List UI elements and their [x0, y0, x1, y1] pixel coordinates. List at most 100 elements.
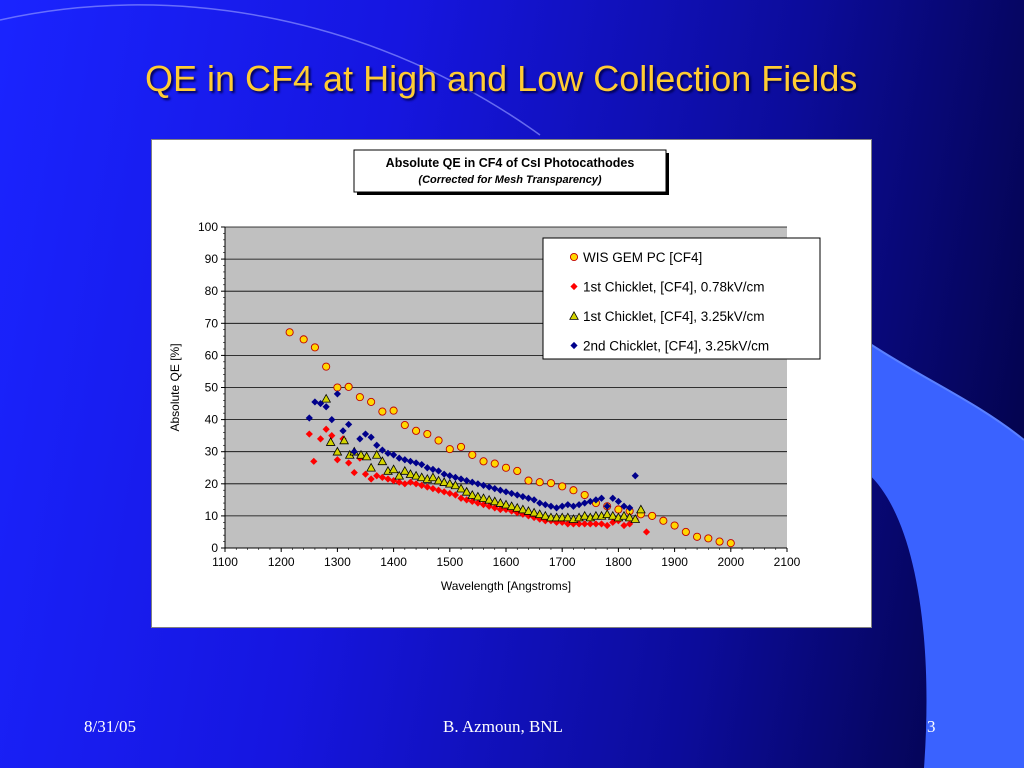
- data-point: [412, 459, 420, 467]
- slide-title: QE in CF4 at High and Low Collection Fie…: [145, 58, 858, 99]
- legend-marker: [570, 282, 578, 291]
- data-point: [513, 466, 522, 476]
- x-tick-label: 1800: [605, 555, 632, 569]
- data-point: [378, 407, 387, 416]
- series-3: [321, 393, 646, 523]
- data-point: [367, 475, 375, 483]
- legend: [542, 237, 821, 360]
- data-point: [624, 512, 635, 522]
- data-point: [569, 520, 578, 528]
- data-point: [305, 414, 313, 422]
- data-point: [406, 457, 415, 465]
- data-point: [648, 511, 657, 520]
- data-point: [609, 518, 617, 526]
- data-point: [517, 504, 528, 514]
- x-tick-label: 1200: [268, 555, 295, 569]
- data-point: [541, 517, 549, 525]
- data-point: [428, 472, 438, 482]
- data-point: [463, 476, 471, 485]
- data-point: [361, 451, 372, 461]
- data-point: [642, 528, 651, 536]
- y-tick-label: 60: [205, 348, 219, 362]
- data-point: [461, 486, 472, 496]
- footer-date: 8/31/05: [84, 717, 136, 736]
- data-point: [429, 485, 437, 493]
- series-1: [285, 328, 735, 548]
- data-point: [681, 527, 690, 537]
- data-point: [401, 456, 409, 464]
- data-point: [418, 481, 426, 490]
- data-point: [456, 483, 466, 493]
- footer-author: B. Azmoun, BNL: [443, 717, 563, 736]
- data-point: [693, 532, 702, 541]
- decorative-swoosh-line: [0, 4, 541, 136]
- x-tick-label: 1400: [380, 555, 407, 569]
- data-point: [580, 490, 589, 500]
- x-tick-label: 1700: [549, 555, 576, 569]
- data-point: [423, 464, 431, 472]
- data-point: [377, 456, 388, 466]
- data-point: [512, 502, 523, 512]
- data-point: [350, 468, 358, 477]
- data-point: [439, 477, 450, 486]
- data-point: [356, 449, 366, 459]
- data-point: [569, 486, 578, 495]
- data-point: [433, 475, 444, 485]
- data-point: [534, 509, 545, 519]
- data-point: [579, 510, 590, 520]
- data-point: [299, 335, 308, 344]
- data-point: [562, 512, 573, 522]
- data-point: [390, 476, 398, 485]
- data-point: [575, 501, 583, 509]
- data-point: [541, 501, 549, 509]
- data-point: [620, 521, 628, 530]
- data-point: [356, 435, 364, 443]
- data-point: [495, 498, 506, 507]
- data-point: [440, 470, 448, 478]
- x-tick-label: 1100: [212, 555, 238, 569]
- data-point: [597, 520, 606, 528]
- data-point: [416, 472, 427, 482]
- decorative-swoosh-shape: [864, 339, 1024, 768]
- data-point: [586, 520, 594, 528]
- legend-marker: [569, 310, 579, 320]
- data-point: [412, 480, 420, 488]
- data-point: [513, 491, 521, 499]
- y-axis-label: Absolute QE [%]: [168, 343, 182, 431]
- data-point: [524, 494, 533, 502]
- y-tick-label: 20: [205, 477, 219, 491]
- data-point: [614, 505, 623, 514]
- data-point: [496, 486, 504, 494]
- data-point: [564, 520, 572, 528]
- data-point: [501, 463, 511, 472]
- data-point: [704, 534, 713, 543]
- data-point: [659, 516, 668, 525]
- data-point: [636, 504, 646, 514]
- data-point: [333, 456, 341, 464]
- data-point: [614, 497, 622, 506]
- data-point: [726, 539, 735, 548]
- x-tick-label: 1500: [436, 555, 463, 569]
- x-tick-label: 1300: [324, 555, 351, 569]
- data-point: [536, 499, 544, 507]
- data-point: [485, 483, 493, 491]
- data-point: [508, 489, 516, 498]
- y-tick-label: 0: [211, 541, 218, 555]
- data-point: [389, 406, 398, 415]
- data-point: [400, 421, 409, 430]
- data-point: [434, 467, 443, 475]
- chart: 0 10 20 30 40 50 60 70 80 90 100 1100 1200 1300 1400 15…: [168, 149, 821, 593]
- data-point: [473, 491, 483, 501]
- data-point: [603, 502, 611, 510]
- x-tick-label: 1600: [493, 555, 520, 569]
- data-point: [444, 478, 455, 488]
- data-point: [490, 459, 499, 468]
- data-point: [558, 482, 567, 491]
- data-point: [558, 502, 566, 510]
- data-point: [501, 499, 511, 509]
- data-point: [467, 490, 478, 499]
- data-point: [328, 432, 336, 440]
- data-point: [440, 488, 448, 496]
- data-point: [586, 497, 594, 506]
- data-point: [395, 454, 403, 462]
